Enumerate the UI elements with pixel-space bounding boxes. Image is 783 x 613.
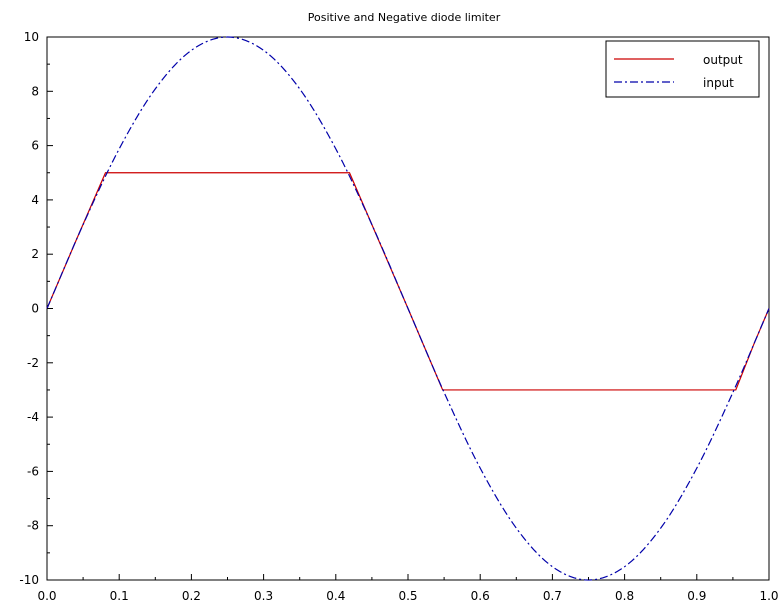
y-tick-label: -6	[27, 464, 39, 478]
series-line-input	[46, 36, 770, 581]
y-tick-label: -2	[27, 356, 39, 370]
y-tick-label: 2	[31, 247, 39, 261]
y-tick-label: -8	[27, 519, 39, 533]
x-tick-label: 0.7	[543, 589, 562, 603]
y-tick-label: 8	[31, 84, 39, 98]
y-tick-label: 6	[31, 139, 39, 153]
y-tick-label: -4	[27, 410, 39, 424]
chart-title: Positive and Negative diode limiter	[308, 11, 501, 24]
y-tick-label: 0	[31, 302, 39, 316]
x-tick-label: 0.5	[398, 589, 417, 603]
y-tick-label: -10	[19, 573, 39, 587]
legend: output input	[605, 40, 760, 98]
y-tick-label: 10	[24, 30, 39, 44]
x-axis: 0.0 0.1 0.2 0.3 0.4 0.5 0.6 0.7 0.8 0.9 1.0	[37, 574, 779, 603]
plot-area: 0.0 0.1 0.2 0.3 0.4 0.5 0.6 0.7 0.8 0.9 1.0 -10-8-…	[19, 30, 778, 603]
x-tick-label: 0.3	[254, 589, 273, 603]
x-tick-label: 0.8	[615, 589, 634, 603]
series-layer	[46, 36, 770, 581]
y-axis: -10 -8 -6 -4 -2 0 2 4 6 8 10	[19, 30, 53, 587]
series-line-output	[46, 172, 770, 391]
legend-input-label: input	[703, 76, 734, 90]
legend-box	[605, 40, 760, 98]
x-tick-label: 0.2	[182, 589, 201, 603]
x-tick-label: 0.4	[326, 589, 345, 603]
x-tick-label: 0.9	[687, 589, 706, 603]
x-tick-label: 0.1	[110, 589, 129, 603]
x-tick-label: 0.0	[37, 589, 56, 603]
legend-output-label: output	[703, 53, 743, 67]
x-tick-label: 1.0	[759, 589, 778, 603]
y-tick-label: 4	[31, 193, 39, 207]
x-tick-label: 0.6	[471, 589, 490, 603]
